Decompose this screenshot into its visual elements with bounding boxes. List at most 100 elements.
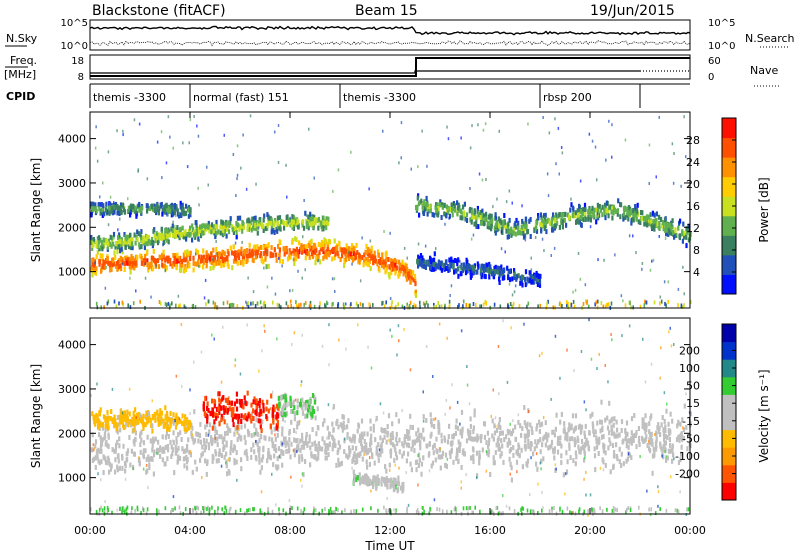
echo-cell (516, 448, 520, 454)
echo-cell (126, 416, 129, 422)
echo-cell (626, 210, 629, 216)
echo-cell (116, 454, 119, 459)
scatter-echo (445, 398, 448, 402)
scatter-echo (304, 268, 306, 272)
echo-cell (276, 456, 279, 462)
echo-cell (322, 225, 325, 231)
echo-cell (264, 226, 267, 232)
echo-cell (184, 229, 187, 235)
echo-cell (283, 220, 286, 226)
echo-cell (679, 421, 682, 427)
echo-cell (514, 424, 517, 430)
echo-cell (280, 394, 283, 400)
colorbar-tick-label: 4 (693, 266, 700, 279)
echo-cell (247, 226, 250, 232)
echo-cell (135, 208, 138, 214)
echo-cell (331, 421, 334, 427)
echo-cell (106, 423, 109, 429)
scatter-echo (504, 250, 506, 254)
echo-cell (353, 438, 356, 444)
echo-cell (513, 268, 516, 273)
echo-cell (479, 209, 482, 215)
echo-cell (533, 446, 536, 452)
ground-echo (484, 300, 487, 305)
scatter-echo (296, 450, 298, 454)
ground-echo (280, 305, 282, 310)
echo-cell (160, 226, 163, 232)
echo-cell (627, 216, 630, 222)
echo-cell (404, 262, 407, 268)
echo-cell (321, 246, 324, 252)
echo-cell (358, 472, 361, 478)
echo-cell (415, 431, 418, 437)
echo-cell (165, 430, 168, 436)
echo-cell (232, 422, 235, 428)
echo-cell (136, 412, 139, 418)
echo-cell (243, 395, 246, 401)
echo-cell (146, 434, 149, 440)
echo-cell (219, 404, 222, 410)
echo-cell (94, 270, 98, 276)
echo-cell (267, 408, 270, 414)
scatter-echo (368, 187, 370, 191)
echo-cell (207, 220, 210, 226)
echo-cell (281, 259, 284, 265)
echo-cell (508, 456, 511, 462)
echo-cell (438, 202, 442, 208)
echo-cell (369, 418, 372, 424)
echo-cell (326, 241, 329, 247)
ground-echo (677, 303, 679, 308)
echo-cell (218, 409, 221, 415)
echo-cell (169, 208, 172, 214)
echo-cell (493, 423, 496, 429)
echo-cell (540, 228, 543, 234)
echo-cell (106, 209, 109, 215)
echo-cell (524, 438, 527, 444)
scatter-echo (242, 133, 244, 137)
echo-cell (658, 214, 661, 220)
echo-cell (152, 471, 155, 477)
echo-cell (523, 405, 526, 410)
echo-cell (334, 251, 337, 257)
echo-cell (114, 457, 117, 463)
ground-echo (169, 303, 171, 308)
echo-cell (510, 431, 513, 437)
ground-echo (272, 300, 274, 305)
scatter-echo (113, 201, 115, 204)
scatter-echo (394, 463, 396, 467)
echo-cell (314, 446, 317, 452)
echo-cell (223, 229, 226, 235)
ground-echo (552, 305, 555, 310)
echo-cell (113, 448, 116, 454)
echo-cell (163, 204, 166, 210)
echo-cell (501, 443, 504, 449)
scatter-echo (351, 262, 353, 266)
echo-cell (638, 435, 641, 441)
echo-cell (602, 459, 605, 465)
colorbar-swatch (722, 176, 736, 197)
scatter-echo (172, 495, 175, 499)
echo-cell (612, 422, 615, 428)
echo-cell (402, 450, 405, 456)
echo-cell (317, 450, 320, 456)
echo-cell (296, 438, 299, 444)
echo-cell (523, 433, 526, 439)
echo-cell (351, 243, 354, 249)
echo-cell (624, 428, 627, 434)
echo-cell (276, 215, 279, 221)
scatter-echo (144, 262, 147, 266)
scatter-echo (132, 467, 134, 471)
echo-cell (375, 415, 378, 421)
echo-cell (107, 238, 111, 244)
echo-cell (430, 259, 433, 265)
echo-cell (104, 417, 107, 423)
echo-cell (540, 458, 543, 464)
scatter-echo (182, 141, 184, 145)
echo-cell (409, 424, 412, 430)
scatter-echo (305, 214, 308, 218)
echo-cell (203, 441, 206, 447)
scatter-echo (361, 236, 363, 240)
scatter-echo (596, 212, 599, 216)
echo-cell (333, 246, 336, 252)
echo-cell (625, 433, 628, 439)
